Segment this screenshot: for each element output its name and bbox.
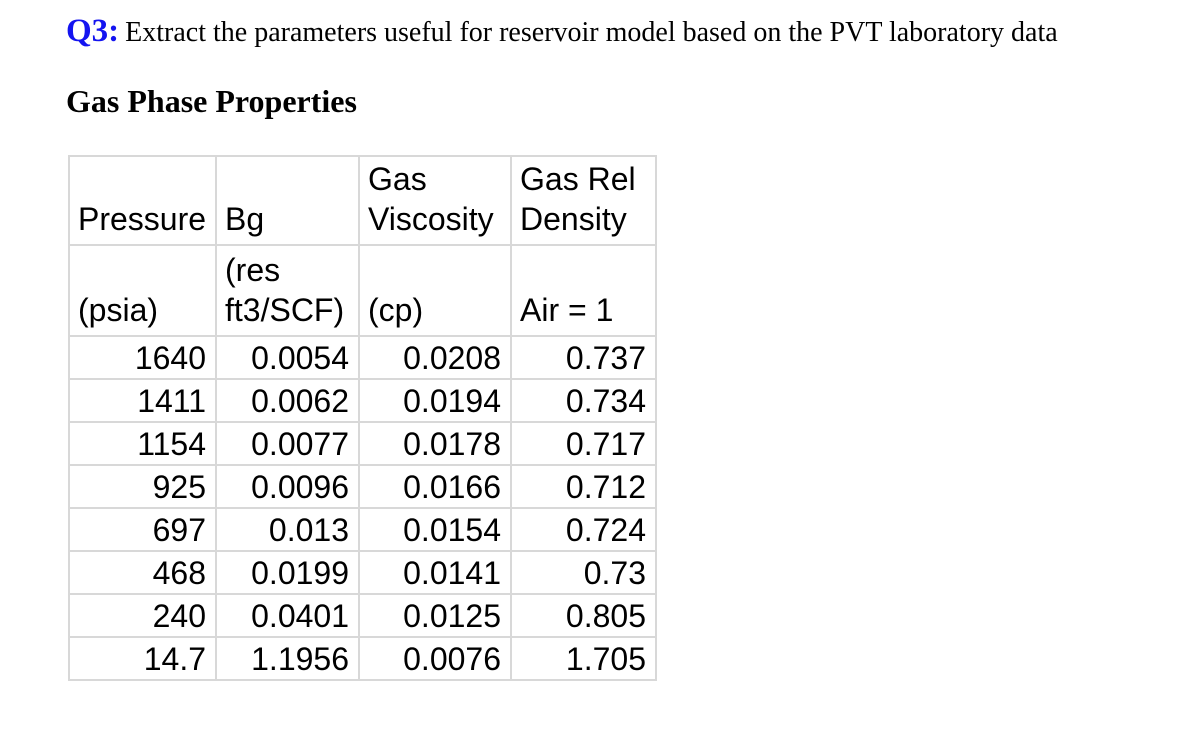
table-row: 1411 0.0062 0.0194 0.734 [68, 378, 657, 423]
table-cell: 0.0125 [358, 593, 512, 638]
table-row: 468 0.0199 0.0141 0.73 [68, 550, 657, 595]
question-number: Q3: [66, 13, 120, 49]
table-cell: 1411 [68, 378, 217, 423]
table-row: 1154 0.0077 0.0178 0.717 [68, 421, 657, 466]
header-gas-rel-density-unit: Air = 1 [510, 244, 657, 337]
table-cell: 0.0166 [358, 464, 512, 509]
table-cell: 0.0401 [215, 593, 360, 638]
header-pressure-title: Pressure [68, 155, 217, 246]
table-row: 14.7 1.1956 0.0076 1.705 [68, 636, 657, 681]
table-header: Pressure Bg Gas Viscosity Gas Rel Densit… [68, 155, 657, 337]
question-line: Q3: Extract the parameters useful for res… [66, 13, 1058, 50]
header-gas-viscosity-title: Gas Viscosity [358, 155, 512, 246]
section-heading: Gas Phase Properties [66, 83, 357, 119]
table-cell: 468 [68, 550, 217, 595]
table-cell: 1640 [68, 335, 217, 380]
table-cell: 0.0154 [358, 507, 512, 552]
table-cell: 0.717 [510, 421, 657, 466]
table-cell: 0.734 [510, 378, 657, 423]
table-body: 1640 0.0054 0.0208 0.737 1411 0.0062 0.0194 0.7… [68, 335, 657, 681]
table-cell: 0.73 [510, 550, 657, 595]
table-cell: 0.0178 [358, 421, 512, 466]
table-row: 1640 0.0054 0.0208 0.737 [68, 335, 657, 380]
table-cell: 0.724 [510, 507, 657, 552]
table-cell: 1.705 [510, 636, 657, 681]
table-row: 925 0.0096 0.0166 0.712 [68, 464, 657, 509]
table-cell: 0.013 [215, 507, 360, 552]
header-unit-row: (psia) (res ft3/SCF) (cp) Air = 1 [68, 244, 657, 337]
table-cell: 1.1956 [215, 636, 360, 681]
header-bg-unit: (res ft3/SCF) [215, 244, 360, 337]
table-cell: 0.0208 [358, 335, 512, 380]
table-row: 697 0.013 0.0154 0.724 [68, 507, 657, 552]
header-title-row: Pressure Bg Gas Viscosity Gas Rel Densit… [68, 155, 657, 246]
table-cell: 0.0062 [215, 378, 360, 423]
gas-properties-table: Pressure Bg Gas Viscosity Gas Rel Densit… [68, 155, 657, 681]
header-bg-title: Bg [215, 155, 360, 246]
table-cell: 697 [68, 507, 217, 552]
table-cell: 0.712 [510, 464, 657, 509]
table-cell: 1154 [68, 421, 217, 466]
table-cell: 0.737 [510, 335, 657, 380]
table-cell: 925 [68, 464, 217, 509]
table-cell: 0.0077 [215, 421, 360, 466]
table-cell: 0.0194 [358, 378, 512, 423]
header-gas-rel-density-title: Gas Rel Density [510, 155, 657, 246]
table-cell: 0.0076 [358, 636, 512, 681]
table-cell: 0.0141 [358, 550, 512, 595]
table-cell: 0.0199 [215, 550, 360, 595]
table-cell: 0.0096 [215, 464, 360, 509]
question-text: Extract the parameters useful for reserv… [125, 17, 1058, 48]
table-cell: 0.805 [510, 593, 657, 638]
table-cell: 0.0054 [215, 335, 360, 380]
table-row: 240 0.0401 0.0125 0.805 [68, 593, 657, 638]
table-cell: 240 [68, 593, 217, 638]
table-cell: 14.7 [68, 636, 217, 681]
header-gas-viscosity-unit: (cp) [358, 244, 512, 337]
header-pressure-unit: (psia) [68, 244, 217, 337]
